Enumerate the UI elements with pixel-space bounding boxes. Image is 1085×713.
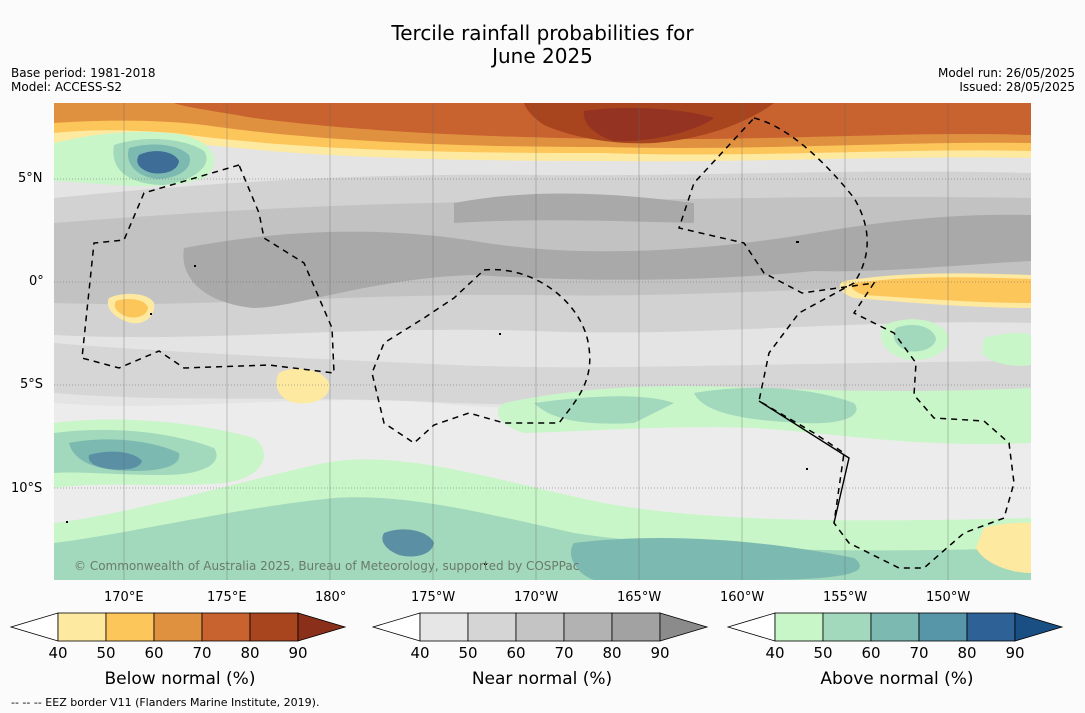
lat-tick-5n: 5°N xyxy=(18,171,43,186)
below-colorbar-tick: 70 xyxy=(192,644,212,662)
eez-footnote: -- -- -- EEZ border V11 (Flanders Marine… xyxy=(11,696,320,709)
below-colorbar-bin-1 xyxy=(57,612,107,642)
above-normal-bottom-80 xyxy=(382,529,434,557)
below-colorbar-bin-5 xyxy=(249,612,299,642)
colorbar-near-ticks: 40 50 60 70 80 90 xyxy=(372,644,712,662)
near-colorbar-bin-2 xyxy=(467,612,517,642)
below-colorbar-extend-high xyxy=(297,612,347,642)
lon-tick-165w: 165°W xyxy=(617,590,662,605)
near-colorbar-tick: 60 xyxy=(506,644,526,662)
above-colorbar-bin-5 xyxy=(966,612,1016,642)
near-normal-band-80 xyxy=(183,214,1031,308)
below-colorbar-extend-low xyxy=(10,612,59,642)
copyright-notice: © Commonwealth of Australia 2025, Bureau… xyxy=(74,559,580,573)
above-colorbar-extend-high xyxy=(1014,612,1064,642)
eez-borders xyxy=(81,117,1015,569)
above-colorbar-bin-2 xyxy=(822,612,872,642)
lat-tick-0: 0° xyxy=(29,274,44,289)
above-colorbar-tick: 50 xyxy=(813,644,833,662)
colorbar-near-label: Near normal (%) xyxy=(471,669,613,689)
above-colorbar-bin-3 xyxy=(870,612,920,642)
issued-date: Issued: 28/05/2025 xyxy=(959,80,1075,94)
lon-tick-180: 180° xyxy=(315,590,347,605)
above-normal-sw-80 xyxy=(88,451,142,470)
near-colorbar-extend-high xyxy=(659,612,709,642)
below-normal-west-blob-inner xyxy=(114,299,148,318)
eez-solid-segment xyxy=(758,400,850,524)
colorbar-above-ticks: 40 50 60 70 80 90 xyxy=(727,644,1067,662)
near-colorbar-tick: 50 xyxy=(458,644,478,662)
above-colorbar-tick: 40 xyxy=(765,644,785,662)
near-colorbar-bin-5 xyxy=(611,612,661,642)
near-normal-band-80b xyxy=(454,193,694,223)
island-markers xyxy=(66,241,808,565)
base-period: Base period: 1981-2018 xyxy=(11,66,156,80)
above-colorbar-tick: 90 xyxy=(1005,644,1025,662)
map-title: Tercile rainfall probabilities for June … xyxy=(0,22,1085,68)
above-normal-east-blob-inner xyxy=(893,325,936,352)
model-run: Model run: 26/05/2025 xyxy=(937,66,1075,80)
below-colorbar-tick: 40 xyxy=(48,644,68,662)
below-colorbar-bin-3 xyxy=(153,612,203,642)
near-colorbar-bin-3 xyxy=(515,612,565,642)
above-normal-far-east xyxy=(982,333,1031,366)
near-colorbar-tick: 80 xyxy=(602,644,622,662)
below-colorbar-tick: 80 xyxy=(240,644,260,662)
meta-right: Model run: 26/05/2025 Issued: 28/05/2025 xyxy=(938,66,1075,94)
colorbar-near-normal xyxy=(372,612,709,642)
below-normal-north-90 xyxy=(583,107,714,142)
below-colorbar-tick: 90 xyxy=(288,644,308,662)
above-normal-bottom-70 xyxy=(570,538,860,580)
colorbar-above-label: Above normal (%) xyxy=(820,669,974,689)
model-name: Model: ACCESS-S2 xyxy=(11,80,123,94)
near-colorbar-tick: 70 xyxy=(554,644,574,662)
above-colorbar-bin-4 xyxy=(918,612,968,642)
near-colorbar-tick: 40 xyxy=(410,644,430,662)
near-colorbar-bin-1 xyxy=(419,612,469,642)
lon-tick-160w: 160°W xyxy=(720,590,765,605)
title-line-2: June 2025 xyxy=(492,44,593,68)
colorbar-above-normal xyxy=(727,612,1064,642)
graticule xyxy=(54,103,1031,580)
lon-tick-170w: 170°W xyxy=(514,590,559,605)
above-normal-nw-80 xyxy=(137,151,179,174)
below-colorbar-tick: 60 xyxy=(144,644,164,662)
above-colorbar-extend-low xyxy=(727,612,776,642)
below-colorbar-bin-4 xyxy=(201,612,251,642)
colorbar-below-ticks: 40 50 60 70 80 90 xyxy=(10,644,350,662)
probability-map xyxy=(54,103,1031,580)
lon-tick-150w: 150°W xyxy=(926,590,971,605)
colorbar-below-normal xyxy=(10,612,347,642)
lon-tick-155w: 155°W xyxy=(823,590,868,605)
near-colorbar-tick: 90 xyxy=(650,644,670,662)
below-normal-mid-blob xyxy=(276,368,330,404)
below-colorbar-tick: 50 xyxy=(96,644,116,662)
near-colorbar-bin-4 xyxy=(563,612,613,642)
above-colorbar-bin-1 xyxy=(774,612,824,642)
below-normal-se xyxy=(976,522,1031,573)
above-colorbar-tick: 80 xyxy=(957,644,977,662)
lon-tick-175e: 175°E xyxy=(207,590,247,605)
above-colorbar-tick: 60 xyxy=(861,644,881,662)
lat-tick-5s: 5°S xyxy=(20,377,44,392)
above-normal-south-band-60b xyxy=(694,387,857,424)
lon-tick-170e: 170°E xyxy=(104,590,144,605)
below-normal-east-60 xyxy=(851,277,1031,303)
lat-tick-10s: 10°S xyxy=(11,481,43,496)
near-colorbar-extend-low xyxy=(372,612,421,642)
meta-left: Base period: 1981-2018 Model: ACCESS-S2 xyxy=(11,66,156,94)
colorbar-below-label: Below normal (%) xyxy=(104,669,256,689)
above-colorbar-tick: 70 xyxy=(909,644,929,662)
lon-tick-175w: 175°W xyxy=(411,590,456,605)
title-line-1: Tercile rainfall probabilities for xyxy=(391,21,694,45)
below-colorbar-bin-2 xyxy=(105,612,155,642)
